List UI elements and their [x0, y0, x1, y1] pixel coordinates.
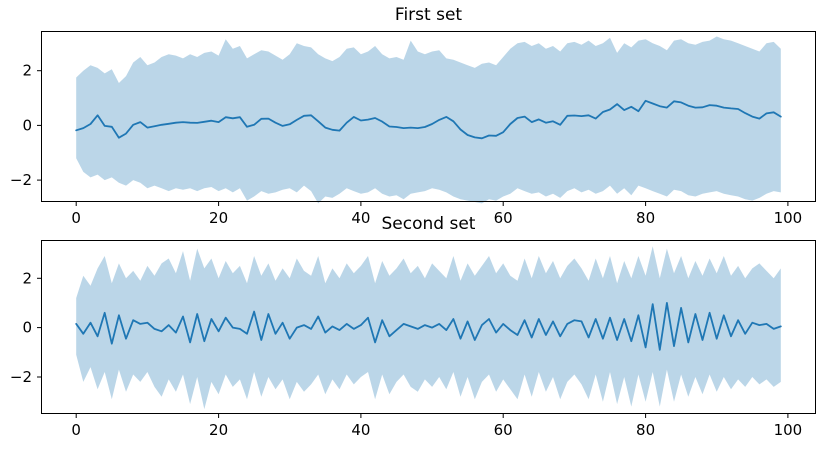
x-tick-label: 40	[351, 421, 370, 439]
y-tick-label: 2	[22, 62, 32, 80]
x-tick-label: 0	[71, 209, 81, 227]
confidence-band	[76, 36, 781, 204]
y-tick-label: −2	[10, 171, 32, 189]
first-set-title: First set	[394, 5, 463, 25]
y-tick-label: −2	[10, 368, 32, 386]
mean-line	[75, 302, 782, 351]
x-tick-label: 20	[209, 421, 228, 439]
y-tick-label: 0	[22, 116, 32, 134]
x-tick-label: 100	[774, 421, 803, 439]
mean-line	[75, 99, 782, 140]
x-tick-label: 80	[636, 421, 655, 439]
confidence-band	[76, 246, 781, 410]
second-set-plot: 0 20 40 60 80 100 −2 0 2	[10, 240, 816, 439]
x-tick-label: 80	[636, 209, 655, 227]
first-set-plot: 0 20 40 60 80 100 −2 0 2	[10, 31, 816, 227]
x-tick-label: 0	[71, 421, 81, 439]
x-tick-label: 60	[494, 209, 513, 227]
x-tick-label: 40	[351, 209, 370, 227]
x-tick-label: 20	[209, 209, 228, 227]
y-tick-label: 2	[22, 269, 32, 287]
x-tick-label: 60	[494, 421, 513, 439]
second-set-title: Second set	[381, 214, 476, 234]
axes-spine	[41, 240, 816, 414]
axes-spine	[41, 31, 816, 202]
y-tick-label: 0	[22, 319, 32, 337]
x-tick-label: 100	[774, 209, 803, 227]
